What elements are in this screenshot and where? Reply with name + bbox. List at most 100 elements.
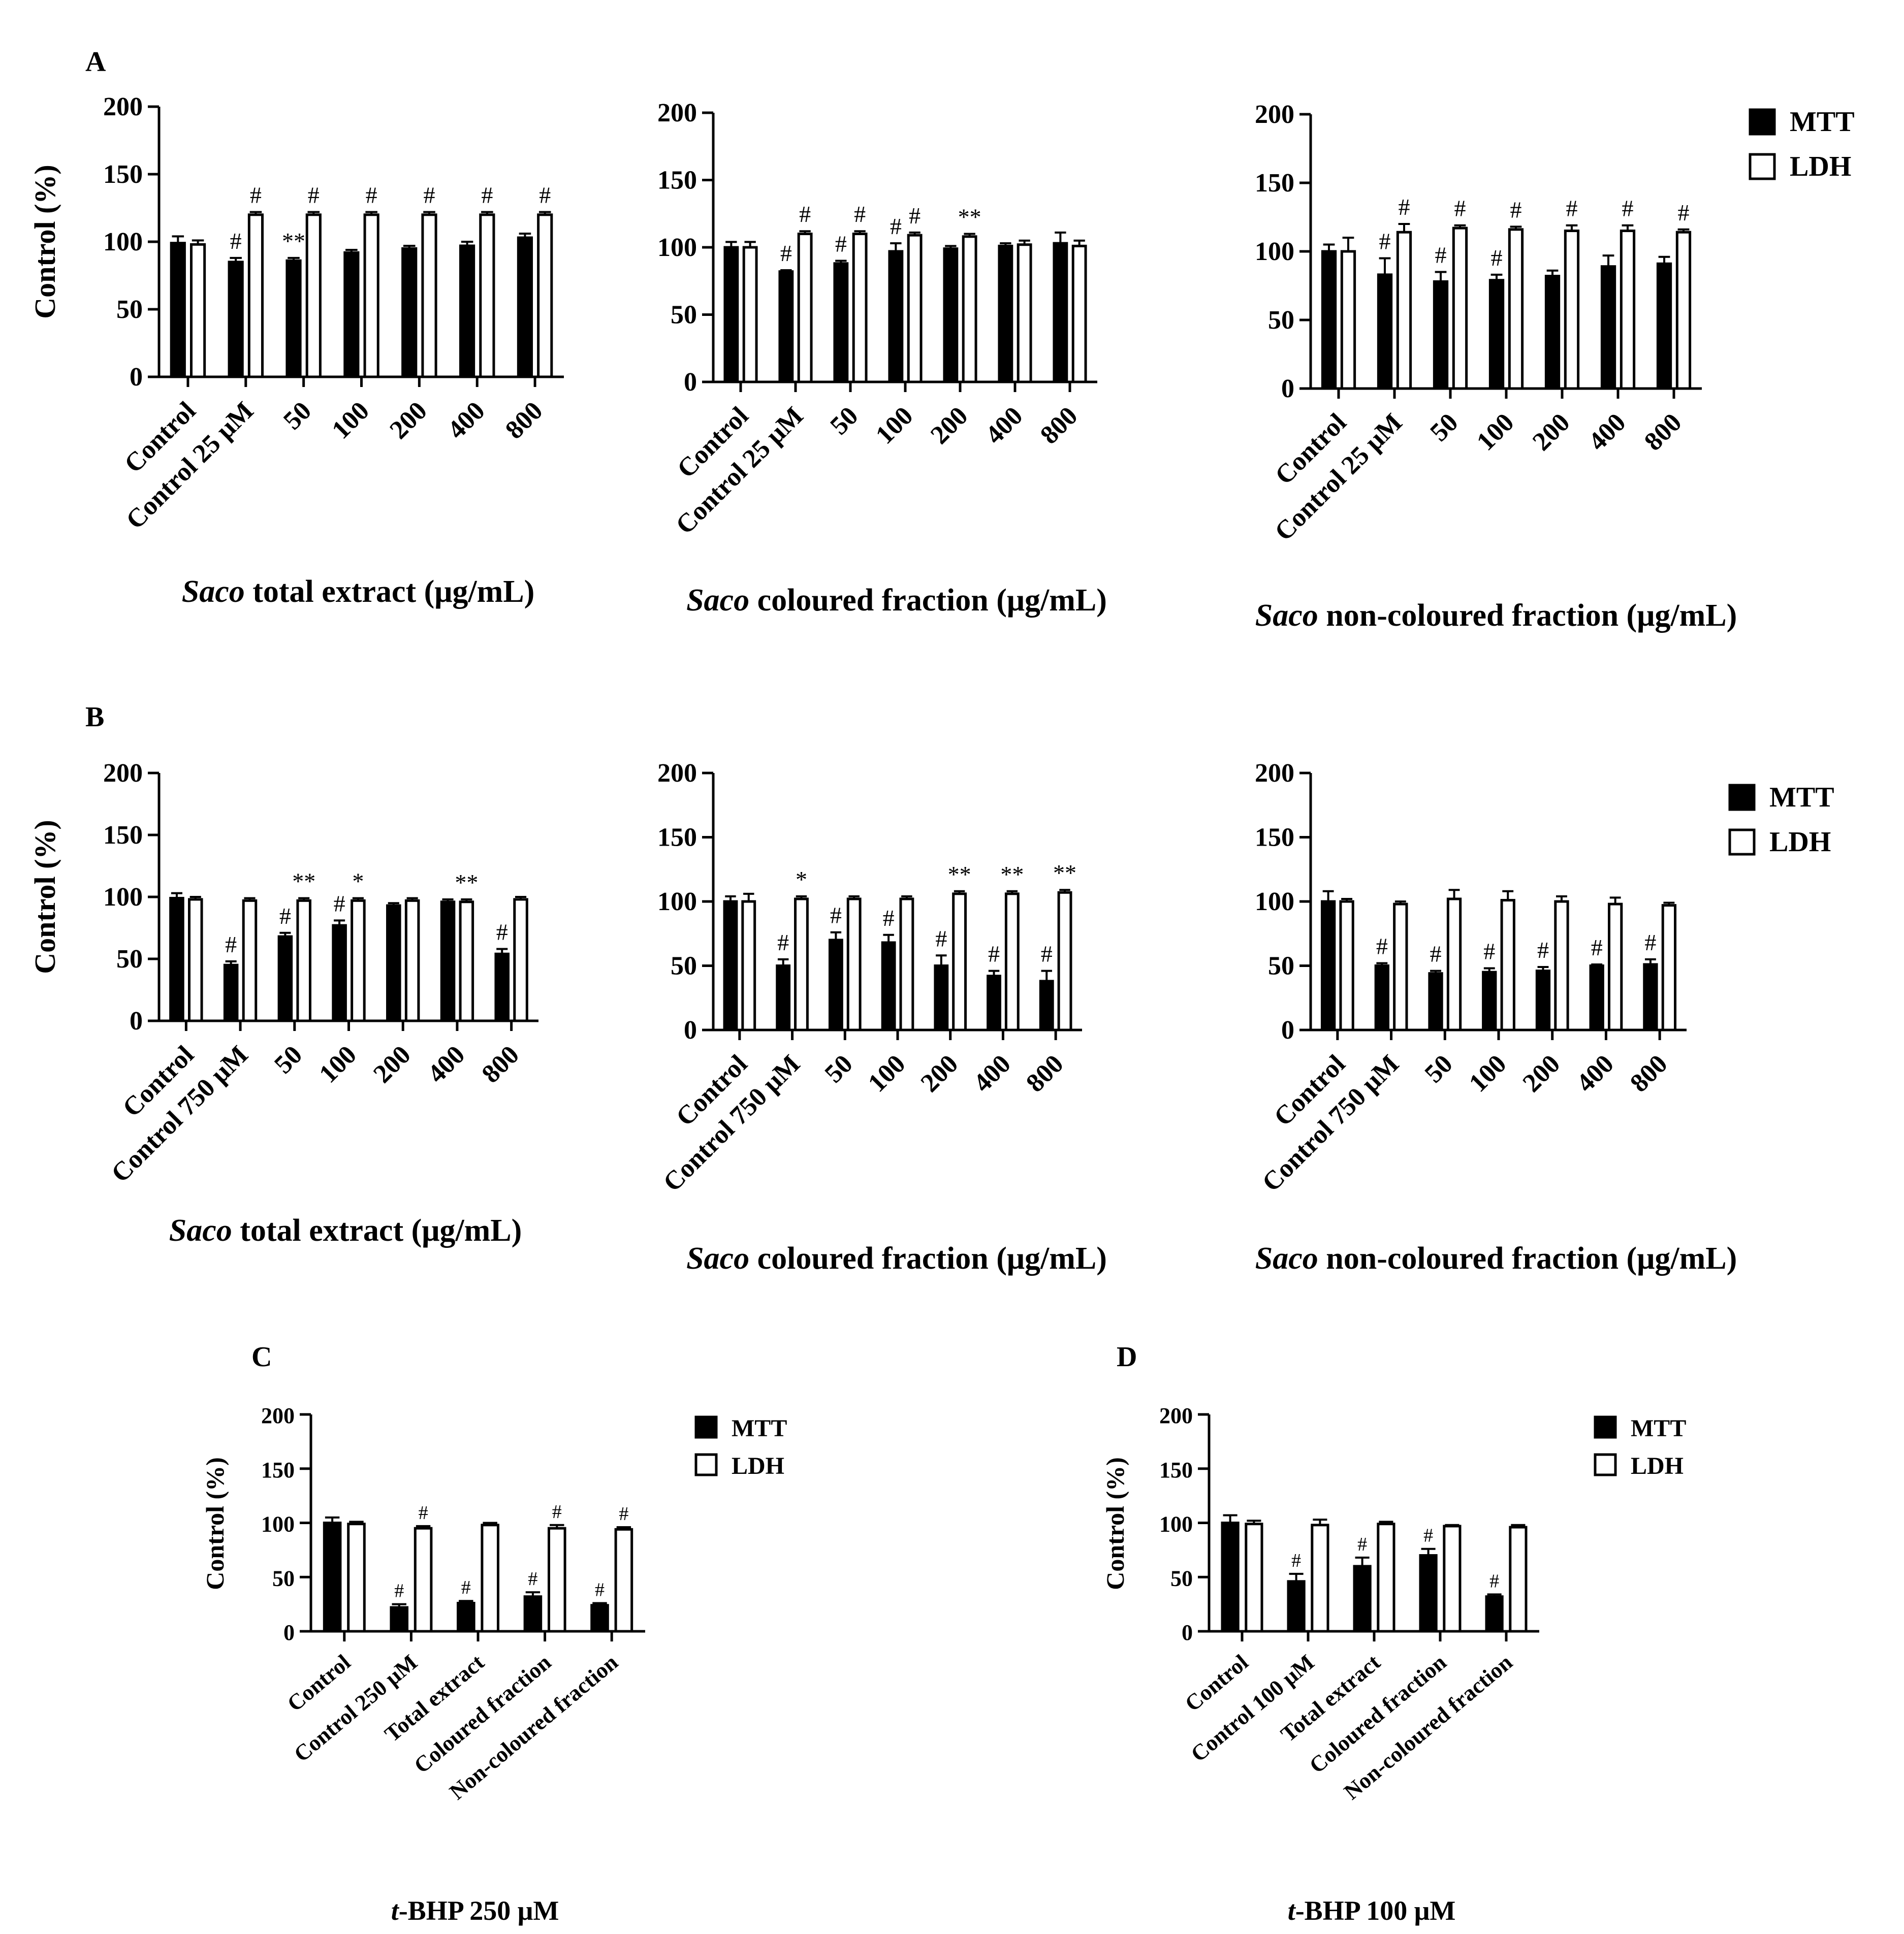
significance-marker: #: [854, 201, 866, 227]
y-tick-label: 200: [657, 99, 697, 127]
bar-mtt: [1656, 262, 1672, 390]
x-tick-label: 800: [500, 396, 548, 444]
x-tick-label: 800: [1639, 408, 1687, 456]
x-tick-label: 50: [1419, 1049, 1458, 1088]
bar-mtt: [1374, 964, 1389, 1032]
significance-marker: #: [552, 1501, 562, 1523]
significance-marker: #: [1454, 196, 1466, 221]
x-tick-label: 50: [819, 1049, 859, 1088]
bar-mtt: [390, 1606, 409, 1633]
x-axis-label: Saco total extract (μg/mL): [182, 574, 535, 609]
x-axis-label-italic: t: [391, 1895, 400, 1926]
bar-ldh: [1452, 227, 1468, 390]
bar-mtt: [590, 1604, 609, 1633]
y-tick-label: 0: [130, 1007, 143, 1036]
x-tick-label: 100: [1464, 1049, 1512, 1098]
significance-marker: #: [225, 931, 237, 957]
bar-ldh: [797, 233, 813, 383]
bar-ldh: [187, 898, 203, 1022]
y-tick-label: 50: [671, 952, 697, 981]
significance-marker: #: [1423, 1525, 1433, 1546]
bar-mtt: [1428, 972, 1443, 1032]
panel-label: D: [1117, 1341, 1137, 1373]
bar-mtt: [440, 900, 456, 1022]
y-tick-label: 50: [1268, 952, 1294, 981]
bar-ldh: [242, 899, 258, 1022]
bar-mtt: [277, 935, 293, 1022]
bar-ldh: [351, 899, 366, 1022]
bar-ldh: [247, 213, 264, 378]
bar-mtt: [888, 250, 904, 383]
bar-mtt: [1321, 250, 1337, 390]
legend-swatch-ldh: [1594, 1453, 1617, 1476]
x-axis-label: Saco total extract (μg/mL): [169, 1213, 522, 1248]
bar-ldh: [513, 898, 528, 1022]
legend-swatch-mtt: [1594, 1415, 1617, 1439]
significance-marker: #: [799, 201, 811, 227]
significance-marker: #: [230, 228, 242, 254]
legend-label: MTT: [732, 1415, 787, 1442]
y-tick-label: 150: [657, 166, 697, 195]
bar-ldh: [852, 233, 868, 383]
legend: MTT LDH: [694, 1415, 787, 1479]
y-tick-label: 0: [1182, 1620, 1193, 1645]
significance-marker: #: [988, 941, 1000, 967]
bar-ldh: [1393, 902, 1408, 1032]
bar-mtt: [776, 964, 791, 1032]
significance-marker: *: [796, 866, 807, 892]
bar-ldh: [481, 1524, 499, 1633]
legend: MTT LDH: [1728, 782, 1834, 858]
x-tick-label: 100: [1471, 408, 1519, 456]
bar-mtt: [401, 247, 418, 378]
x-tick-label: 200: [1517, 1049, 1566, 1098]
y-tick-label: 0: [130, 363, 143, 392]
x-axis-label-rest: non-coloured fraction (μg/mL): [1318, 1241, 1737, 1276]
x-tick-label: 200: [384, 396, 432, 444]
bar-mtt: [1482, 971, 1497, 1032]
y-tick-label: 100: [657, 887, 697, 916]
x-axis-label-rest: -BHP 100 μM: [1295, 1895, 1456, 1926]
significance-marker: #: [423, 182, 435, 208]
bar-mtt: [1433, 280, 1449, 390]
significance-marker: #: [1510, 197, 1521, 222]
bar-ldh: [414, 1527, 433, 1633]
y-axis-label: Control (%): [28, 165, 61, 318]
bar-ldh: [1443, 1525, 1462, 1633]
bar-ldh: [296, 899, 311, 1022]
bar-mtt: [285, 259, 302, 378]
y-tick-label: 150: [1255, 169, 1294, 198]
significance-marker: #: [528, 1568, 537, 1590]
bar-ldh: [1057, 891, 1072, 1032]
bar-mtt: [386, 904, 401, 1022]
bar-ldh: [1500, 898, 1515, 1032]
bar-mtt: [1039, 980, 1054, 1032]
significance-marker: #: [1591, 934, 1603, 960]
bar-mtt: [1488, 279, 1505, 390]
y-tick-label: 100: [657, 233, 697, 262]
legend-label: LDH: [732, 1453, 784, 1479]
bar-ldh: [614, 1528, 633, 1633]
significance-marker: #: [1435, 242, 1447, 268]
significance-marker: #: [780, 240, 792, 266]
panel-label: A: [85, 46, 106, 78]
bar-ldh: [363, 213, 379, 378]
significance-marker: #: [1379, 229, 1391, 254]
significance-marker: #: [835, 231, 847, 257]
bar-mtt: [1377, 273, 1393, 390]
bar-ldh: [742, 246, 758, 383]
significance-marker: #: [461, 1577, 471, 1598]
bar-mtt: [934, 964, 949, 1032]
x-tick-label: 400: [442, 396, 490, 444]
bar-mtt: [223, 963, 239, 1022]
x-tick-label: Control 250 μM: [289, 1650, 422, 1767]
bar-ldh: [305, 213, 322, 378]
significance-marker: #: [1644, 929, 1656, 955]
x-axis-label: t-BHP 250 μM: [391, 1895, 559, 1926]
x-tick-label: 400: [980, 401, 1028, 449]
y-tick-label: 0: [283, 1620, 295, 1645]
bar-ldh: [1004, 892, 1020, 1032]
x-axis-label-italic: Saco: [686, 1241, 749, 1276]
